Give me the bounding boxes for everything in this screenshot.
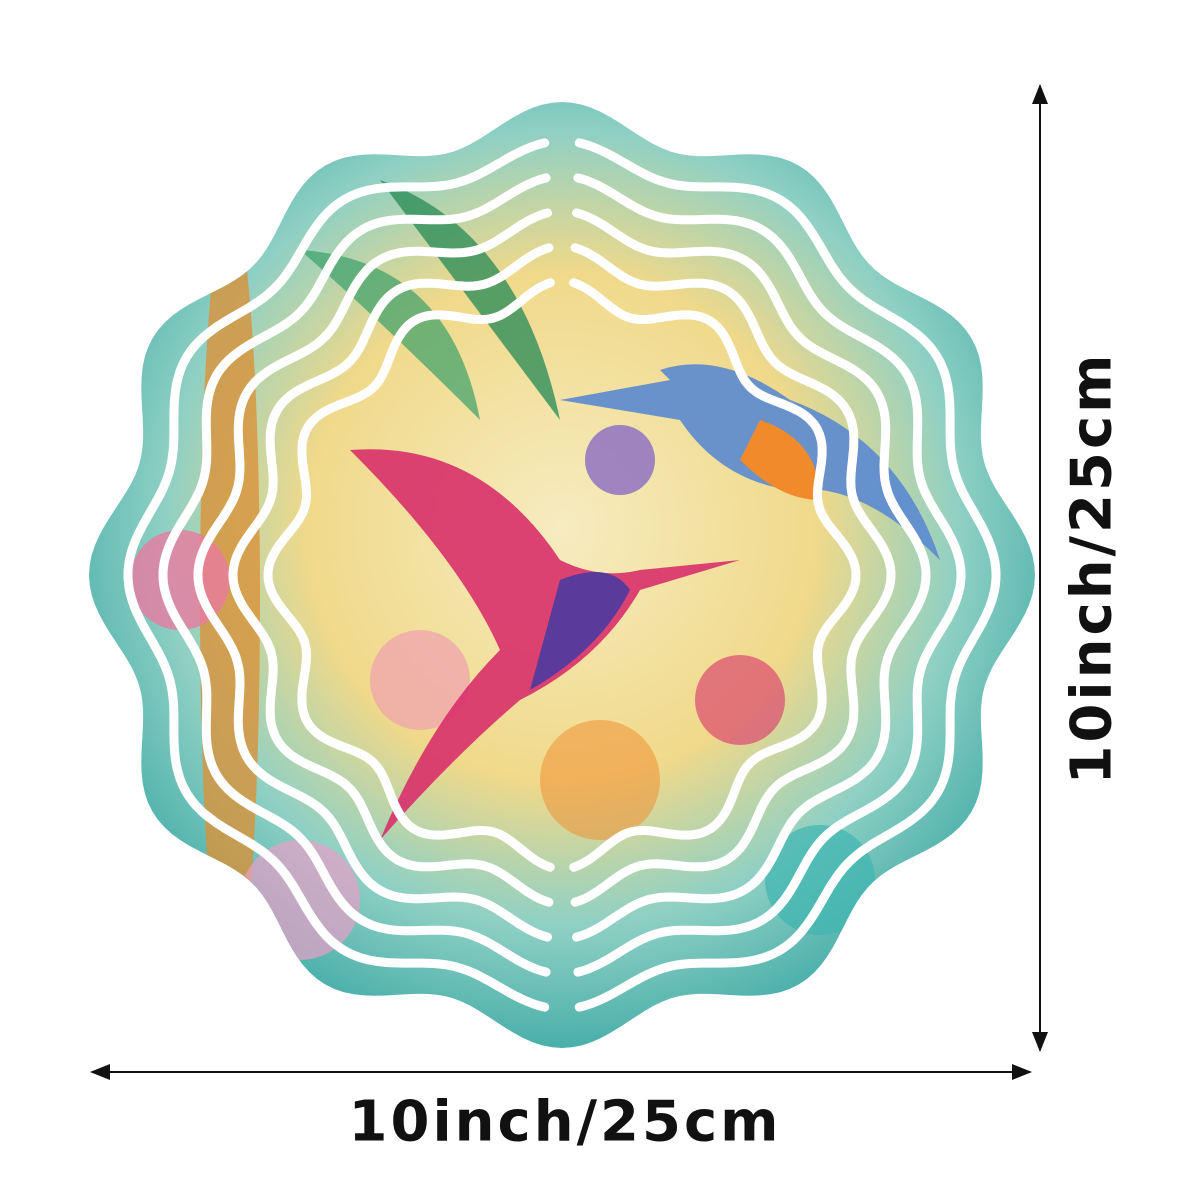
spinner-disc bbox=[89, 102, 1035, 1048]
height-dimension-label: 10inch/25cm bbox=[1059, 351, 1125, 785]
spiral-cut-rings bbox=[123, 138, 1001, 1012]
spiral-ring bbox=[570, 243, 896, 907]
width-dimension-label: 10inch/25cm bbox=[348, 1089, 782, 1155]
spiral-ring bbox=[572, 208, 931, 942]
spiral-ring bbox=[263, 278, 555, 872]
spiral-ring bbox=[573, 173, 966, 977]
spiral-ring bbox=[228, 243, 554, 907]
spiral-ring bbox=[123, 138, 550, 1012]
spiral-ring bbox=[574, 138, 1001, 1012]
spiral-ring bbox=[193, 208, 552, 942]
spiral-ring bbox=[569, 278, 861, 872]
spiral-ring bbox=[158, 173, 551, 977]
